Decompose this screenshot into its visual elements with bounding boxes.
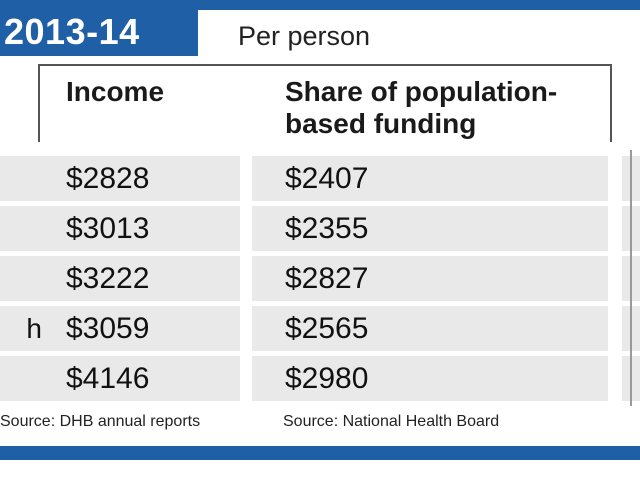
share-funding-cell: $2827 — [252, 256, 608, 301]
income-cell: $3059 — [44, 306, 240, 351]
column-header-share-funding: Share of population-based funding — [285, 76, 558, 139]
share-funding-cell: $2565 — [252, 306, 608, 351]
income-cell: $4146 — [44, 356, 240, 401]
share-funding-cell: $2980 — [252, 356, 608, 401]
bottom-accent-bar — [0, 446, 640, 460]
source-note-income: Source: DHB annual reports — [0, 413, 201, 430]
share-funding-cell: $2355 — [252, 206, 608, 251]
right-column-edge — [630, 150, 640, 406]
share-funding-cell: $2407 — [252, 156, 608, 201]
table-row: $4146 $2980 — [0, 356, 640, 401]
income-cell: $2828 — [44, 156, 240, 201]
source-note-funding: Source: National Health Board — [283, 413, 500, 430]
table-row: h $3059 $2565 — [0, 306, 640, 351]
per-person-label: Per person — [238, 21, 371, 51]
table-row: $3222 $2827 — [0, 256, 640, 301]
column-header-income: Income — [66, 76, 165, 107]
table-row: $2828 $2407 — [0, 156, 640, 201]
table-row: $3013 $2355 — [0, 206, 640, 251]
income-cell: $3013 — [44, 206, 240, 251]
column-header-bracket — [38, 64, 612, 142]
bottom-margin — [0, 460, 640, 480]
income-cell: $3222 — [44, 256, 240, 301]
top-accent-bar — [0, 0, 640, 10]
year-banner: 2013-14 — [0, 8, 198, 56]
row-label: h — [26, 313, 42, 344]
